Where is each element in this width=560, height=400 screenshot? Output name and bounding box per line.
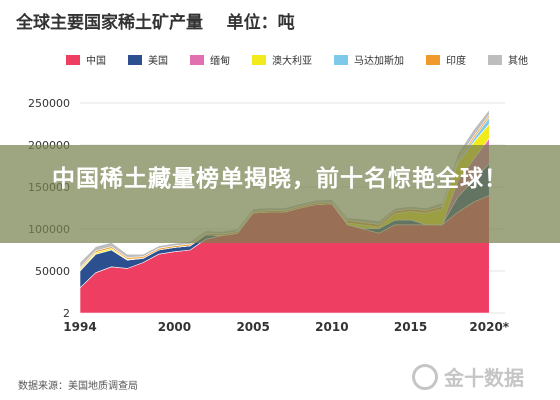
- legend-label: 其他: [508, 56, 528, 67]
- source-note: 数据来源：美国地质调查局: [18, 381, 138, 392]
- y-tick-label: 50000: [35, 265, 70, 278]
- watermark: 金十数据: [412, 362, 524, 391]
- legend-label: 马达加斯加: [354, 56, 404, 67]
- chart-title: 全球主要国家稀土矿产量 单位：吨: [16, 13, 295, 33]
- legend-item: 中国: [66, 52, 106, 67]
- legend-item: 印度: [426, 52, 466, 67]
- legend: 中国 美国 缅甸 澳大利亚 马达加斯加 印度 其他: [66, 52, 550, 67]
- legend-swatch: [252, 54, 266, 65]
- legend-swatch: [426, 54, 440, 65]
- legend-label: 澳大利亚: [272, 56, 312, 67]
- watermark-text: 金十数据: [444, 366, 524, 390]
- legend-item: 马达加斯加: [334, 52, 404, 67]
- y-tick-label: 2: [63, 307, 70, 320]
- x-tick-label: 2015: [394, 320, 427, 334]
- x-tick-label: 1994: [63, 320, 96, 334]
- x-tick-label: 2005: [236, 320, 269, 334]
- x-tick-label: 2020*: [469, 320, 509, 334]
- headline-banner: [0, 145, 560, 243]
- legend-label: 中国: [86, 56, 106, 67]
- headline-text[interactable]: 中国稀土藏量榜单揭晓，前十名惊艳全球！: [52, 166, 508, 192]
- legend-swatch: [488, 54, 502, 65]
- legend-swatch: [128, 54, 142, 65]
- legend-label: 印度: [446, 56, 466, 67]
- watermark-logo-icon: [412, 363, 438, 390]
- legend-item: 美国: [128, 52, 168, 67]
- y-tick-label: 250000: [28, 97, 70, 110]
- legend-item: 缅甸: [190, 52, 230, 67]
- legend-item: 其他: [488, 52, 528, 67]
- x-tick-label: 2010: [315, 320, 348, 334]
- legend-item: 澳大利亚: [252, 52, 312, 67]
- legend-swatch: [66, 54, 80, 65]
- legend-label: 缅甸: [210, 56, 230, 67]
- x-tick-label: 2000: [158, 320, 191, 334]
- legend-swatch: [190, 54, 204, 65]
- legend-label: 美国: [148, 56, 168, 67]
- legend-swatch: [334, 54, 348, 65]
